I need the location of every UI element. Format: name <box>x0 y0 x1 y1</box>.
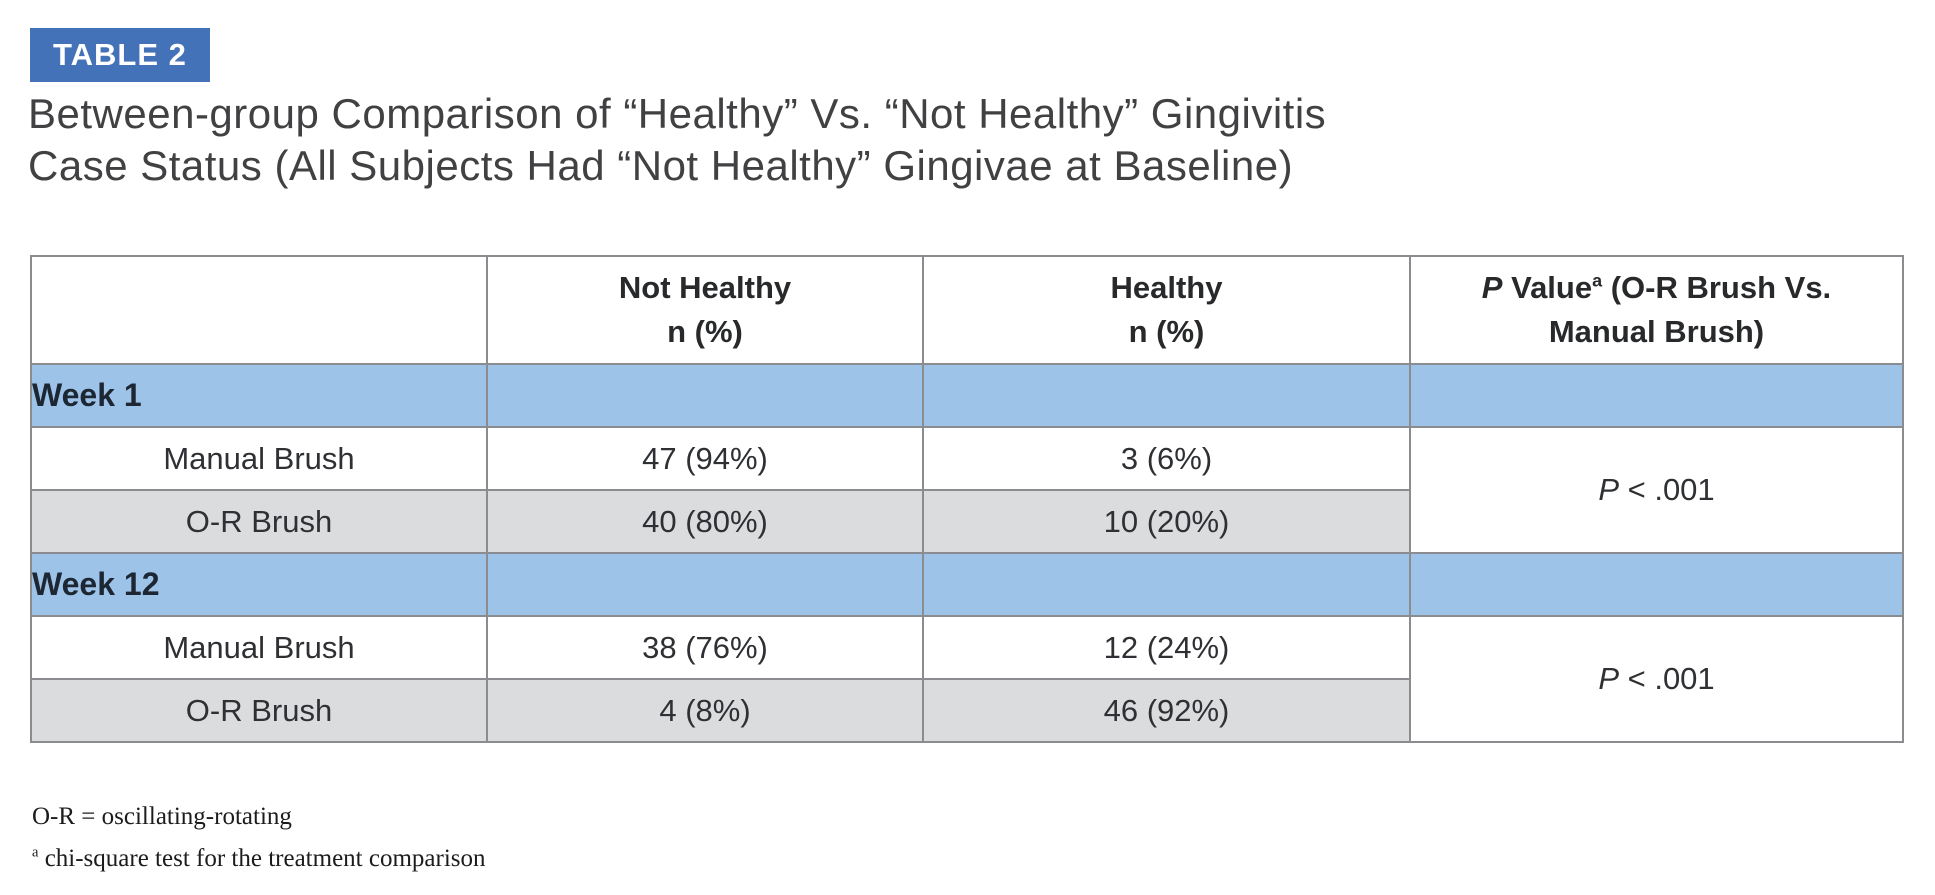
header-not-healthy: Not Healthy n (%) <box>486 255 924 365</box>
p-value-text: < .001 <box>1619 472 1715 507</box>
table-row-week1-manual: Manual Brush 47 (94%) 3 (6%) P < .001 <box>30 426 1904 554</box>
week12-spacer-cell <box>1409 552 1904 617</box>
row-label-cell: O-R Brush <box>30 678 488 743</box>
row-label-cell: Manual Brush <box>30 615 488 680</box>
not-healthy-value-cell: 40 (80%) <box>486 489 924 554</box>
header-row: Not Healthy n (%) Healthy n (%) P Valuea (… <box>30 255 1904 365</box>
week12-spacer-cell <box>922 552 1411 617</box>
header-p-superscript: a <box>1592 270 1603 291</box>
comparison-table: Not Healthy n (%) Healthy n (%) P Valuea (… <box>30 255 1904 743</box>
p-value-text: < .001 <box>1619 661 1715 696</box>
header-p-italic: P <box>1481 269 1503 305</box>
table-number-badge: TABLE 2 <box>30 28 210 82</box>
table-title-line2: Case Status (All Subjects Had “Not Healt… <box>28 141 1294 189</box>
not-healthy-value-cell: 38 (76%) <box>486 615 924 680</box>
row-label-cell: Manual Brush <box>30 426 488 491</box>
not-healthy-value-cell: 4 (8%) <box>486 678 924 743</box>
header-healthy-line1: Healthy <box>1110 269 1223 305</box>
table-title-line1: Between-group Comparison of “Healthy” Vs… <box>28 90 1327 137</box>
header-not-healthy-line1: Not Healthy <box>618 269 792 305</box>
week1-label-cell: Week 1 <box>30 363 488 428</box>
header-p-word: Value <box>1502 269 1593 305</box>
table-title: Between-group Comparison of “Healthy” Vs… <box>28 88 1326 191</box>
table-row-week1-or: O-R Brush 40 (80%) 10 (20%) <box>30 489 1903 554</box>
week1-spacer-cell <box>922 363 1411 428</box>
footnote-chi-square-text: chi-square test for the treatment compar… <box>38 844 486 872</box>
p-value-cell-week1: P < .001 <box>1409 426 1904 554</box>
healthy-value-cell: 46 (92%) <box>922 678 1411 743</box>
week12-label-cell: Week 12 <box>30 552 488 617</box>
header-healthy: Healthy n (%) <box>922 255 1411 365</box>
p-symbol: P <box>1598 472 1619 507</box>
header-not-healthy-line2: n (%) <box>667 314 743 349</box>
section-row-week1: Week 1 <box>30 363 1904 428</box>
header-p-value: P Valuea (O-R Brush Vs. Manual Brush) <box>1409 255 1904 365</box>
not-healthy-value-cell: 47 (94%) <box>486 426 924 491</box>
header-p-line1-rest: (O-R Brush Vs. <box>1602 269 1832 305</box>
header-empty-cell <box>30 255 488 365</box>
week12-spacer-cell <box>486 552 924 617</box>
healthy-value-cell: 3 (6%) <box>922 426 1411 491</box>
footnotes: O-R = oscillating-rotating a chi-square … <box>32 801 486 884</box>
row-label-cell: O-R Brush <box>30 489 488 554</box>
footnote-chi-square: a chi-square test for the treatment comp… <box>32 843 486 876</box>
header-healthy-line2: n (%) <box>1128 314 1205 349</box>
p-symbol: P <box>1598 661 1619 696</box>
week1-spacer-cell <box>486 363 924 428</box>
week1-spacer-cell <box>1409 363 1904 428</box>
section-row-week12: Week 12 <box>30 552 1904 617</box>
table-row-week12-manual: Manual Brush 38 (76%) 12 (24%) P < .001 <box>30 615 1904 743</box>
table-row-week12-or: O-R Brush 4 (8%) 46 (92%) <box>30 678 1903 743</box>
footnote-superscript: a <box>32 844 39 861</box>
p-value-cell-week12: P < .001 <box>1409 615 1904 743</box>
healthy-value-cell: 12 (24%) <box>922 615 1411 680</box>
header-p-line2: Manual Brush) <box>1548 314 1765 349</box>
healthy-value-cell: 10 (20%) <box>922 489 1411 554</box>
footnote-abbreviation: O-R = oscillating-rotating <box>32 803 292 830</box>
